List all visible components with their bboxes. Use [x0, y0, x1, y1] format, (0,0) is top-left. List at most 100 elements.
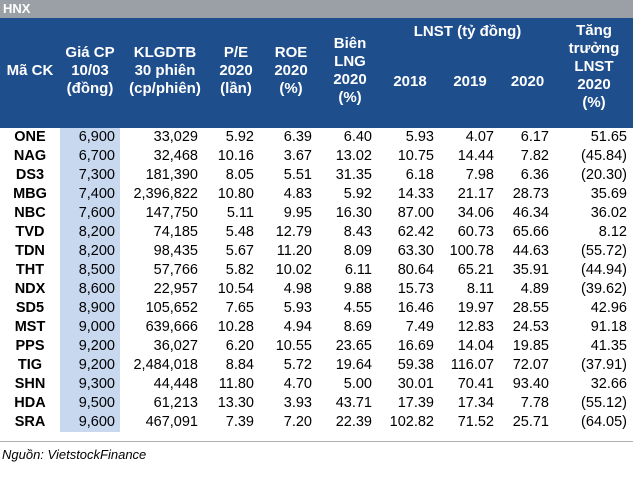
table-row: PPS 9,200 36,027 6.20 10.55 23.65 16.69 14.04 19…	[0, 337, 633, 356]
table-row: SD5 8,900 105,652 7.65 5.93 4.55 16.46 19.97 28.…	[0, 299, 633, 318]
cell-roe: 5.93	[283, 300, 312, 316]
cell-y2019: 65.21	[457, 262, 494, 278]
cell-ticker: PPS	[15, 338, 45, 354]
cell-volume: 61,213	[153, 395, 198, 411]
cell-margin: 22.39	[335, 414, 372, 430]
table-row: MBG 7,400 2,396,822 10.80 4.83 5.92 14.33 21.17…	[0, 185, 633, 204]
header-growth: Tăng trưởng LNST 2020 (%)	[568, 22, 620, 111]
cell-growth: 91.18	[590, 319, 627, 335]
cell-y2018: 63.30	[397, 243, 434, 259]
cell-price: 6,700	[60, 147, 120, 166]
cell-price: 7,300	[60, 166, 120, 185]
table-row: TDN 8,200 98,435 5.67 11.20 8.09 63.30 100.78 44…	[0, 242, 633, 261]
cell-volume: 98,435	[153, 243, 198, 259]
cell-growth: 42.96	[590, 300, 627, 316]
cell-y2018: 102.82	[389, 414, 434, 430]
cell-pe: 5.11	[226, 205, 254, 221]
cell-growth: (20.30)	[581, 167, 627, 183]
cell-margin: 31.35	[335, 167, 372, 183]
cell-volume: 32,468	[153, 148, 198, 164]
cell-growth: (64.05)	[581, 414, 627, 430]
cell-y2019: 4.07	[465, 129, 494, 145]
cell-ticker: SRA	[14, 414, 46, 430]
cell-pe: 7.39	[225, 414, 254, 430]
cell-y2020: 46.34	[512, 205, 549, 221]
cell-volume: 33,029	[153, 129, 198, 145]
cell-roe: 3.93	[283, 395, 312, 411]
cell-y2018: 62.42	[397, 224, 434, 240]
cell-pe: 5.48	[225, 224, 254, 240]
cell-price: 9,500	[60, 394, 120, 413]
cell-y2018: 17.39	[397, 395, 434, 411]
cell-roe: 4.98	[283, 281, 312, 297]
cell-volume: 105,652	[145, 300, 198, 316]
cell-roe: 12.79	[275, 224, 312, 240]
cell-y2019: 17.34	[457, 395, 494, 411]
table-row: THT 8,500 57,766 5.82 10.02 6.11 80.64 65.21 35.…	[0, 261, 633, 280]
cell-y2020: 7.78	[520, 395, 549, 411]
cell-growth: (44.94)	[581, 262, 627, 278]
cell-pe: 10.28	[217, 319, 254, 335]
cell-price: 9,600	[60, 413, 120, 432]
cell-growth: 32.66	[590, 376, 627, 392]
footer-divider	[0, 441, 633, 442]
cell-price: 8,200	[60, 223, 120, 242]
cell-growth: 41.35	[590, 338, 627, 354]
header-ticker: Mã CK	[6, 62, 54, 79]
cell-volume: 44,448	[153, 376, 198, 392]
cell-margin: 5.00	[343, 376, 372, 392]
cell-y2019: 60.73	[457, 224, 494, 240]
cell-roe: 5.72	[283, 357, 312, 373]
cell-price: 8,600	[60, 280, 120, 299]
table-row: SRA 9,600 467,091 7.39 7.20 22.39 102.82 71.52 2…	[0, 413, 633, 432]
cell-y2018: 7.49	[405, 319, 434, 335]
cell-volume: 57,766	[153, 262, 198, 278]
cell-y2019: 8.11	[466, 281, 494, 297]
table-row: NBC 7,600 147,750 5.11 9.95 16.30 87.00 34.06 46…	[0, 204, 633, 223]
header-roe: ROE 2020 (%)	[274, 44, 308, 97]
source-note: Nguồn: VietstockFinance	[2, 447, 147, 462]
cell-y2020: 19.85	[512, 338, 549, 354]
cell-margin: 13.02	[335, 148, 372, 164]
table-row: TIG 9,200 2,484,018 8.84 5.72 19.64 59.38 116.0…	[0, 356, 633, 375]
cell-ticker: DS3	[15, 167, 45, 183]
table-row: NAG 6,700 32,468 10.16 3.67 13.02 10.75 14.44 7.…	[0, 147, 633, 166]
cell-pe: 13.30	[217, 395, 254, 411]
cell-y2020: 35.91	[512, 262, 549, 278]
cell-y2020: 65.66	[512, 224, 549, 240]
cell-margin: 6.40	[343, 129, 372, 145]
cell-pe: 8.84	[225, 357, 254, 373]
cell-y2019: 7.98	[465, 167, 494, 183]
cell-price: 9,000	[60, 318, 120, 337]
cell-y2019: 71.52	[457, 414, 494, 430]
cell-margin: 23.65	[335, 338, 372, 354]
cell-y2018: 15.73	[397, 281, 434, 297]
cell-volume: 147,750	[145, 205, 198, 221]
cell-growth: (45.84)	[581, 148, 627, 164]
header-pe: P/E 2020 (lần)	[219, 44, 253, 97]
cell-y2020: 44.63	[512, 243, 549, 259]
cell-ticker: NAG	[13, 148, 47, 164]
cell-y2020: 6.36	[520, 167, 549, 183]
cell-y2018: 5.93	[405, 129, 434, 145]
header-volume: KLGDTB 30 phiên (cp/phiên)	[129, 44, 201, 97]
cell-volume: 2,484,018	[133, 357, 198, 373]
cell-y2018: 30.01	[397, 376, 434, 392]
cell-roe: 11.20	[276, 243, 312, 259]
cell-volume: 181,390	[145, 167, 198, 183]
cell-ticker: THT	[15, 262, 45, 278]
cell-price: 7,400	[60, 185, 120, 204]
cell-ticker: ONE	[14, 129, 46, 145]
cell-y2020: 24.53	[512, 319, 549, 335]
cell-pe: 10.16	[217, 148, 254, 164]
cell-y2018: 87.00	[397, 205, 434, 221]
cell-growth: 36.02	[590, 205, 627, 221]
cell-y2019: 100.78	[449, 243, 494, 259]
cell-price: 8,500	[60, 261, 120, 280]
header-margin: Biên LNG 2020 (%)	[333, 35, 367, 106]
cell-ticker: NDX	[14, 281, 46, 297]
header-2019: 2019	[453, 73, 487, 90]
cell-y2018: 6.18	[405, 167, 434, 183]
cell-ticker: MBG	[13, 186, 47, 202]
cell-growth: (55.72)	[581, 243, 627, 259]
